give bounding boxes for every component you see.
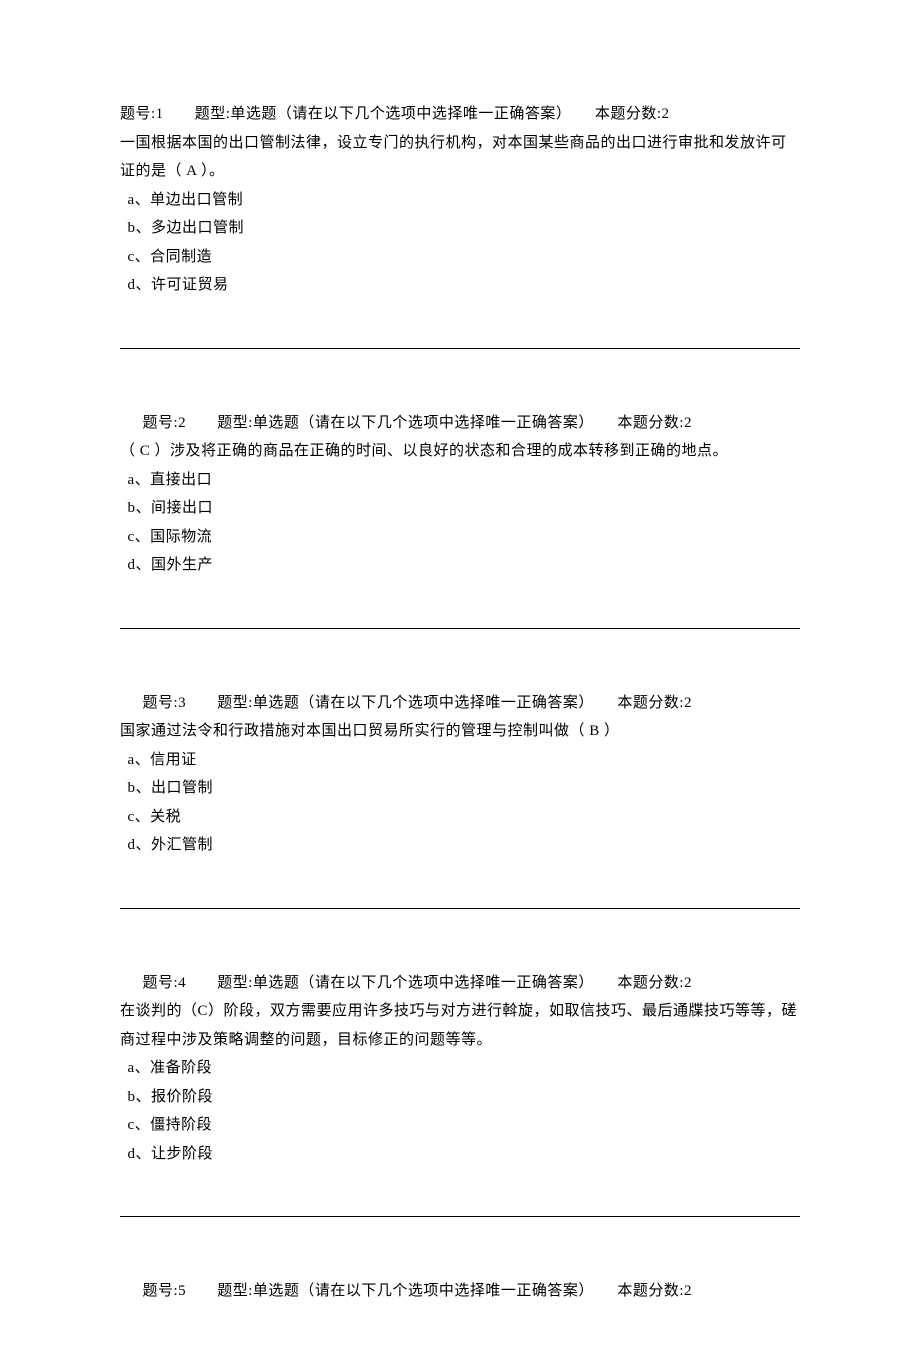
q4-option-b: b、报价阶段 xyxy=(120,1083,800,1112)
q3-score: 本题分数:2 xyxy=(617,695,692,711)
q2-header: 题号:2 题型:单选题（请在以下几个选项中选择唯一正确答案） 本题分数:2 xyxy=(120,409,800,438)
q3-options: a、信用证 b、出口管制 c、关税 d、外汇管制 xyxy=(120,746,800,860)
q3-option-b: b、出口管制 xyxy=(120,774,800,803)
q2-number: 题号:2 xyxy=(143,415,187,431)
q2-stem: （ C ）涉及将正确的商品在正确的时间、以良好的状态和合理的成本转移到正确的地点… xyxy=(120,437,800,466)
q3-option-a: a、信用证 xyxy=(120,746,800,775)
q2-option-b: b、间接出口 xyxy=(120,494,800,523)
q4-score: 本题分数:2 xyxy=(617,975,692,991)
q2-options: a、直接出口 b、间接出口 c、国际物流 d、国外生产 xyxy=(120,466,800,580)
question-3: 题号:3 题型:单选题（请在以下几个选项中选择唯一正确答案） 本题分数:2 国家… xyxy=(120,689,800,860)
q1-score: 本题分数:2 xyxy=(595,106,670,122)
q1-number: 题号:1 xyxy=(120,106,164,122)
q1-option-a: a、单边出口管制 xyxy=(120,186,800,215)
q4-type: 题型:单选题（请在以下几个选项中选择唯一正确答案） xyxy=(217,975,586,991)
q4-stem: 在谈判的（C）阶段，双方需要应用许多技巧与对方进行斡旋，如取信技巧、最后通牒技巧… xyxy=(120,997,800,1054)
q5-header: 题号:5 题型:单选题（请在以下几个选项中选择唯一正确答案） 本题分数:2 xyxy=(120,1277,800,1306)
q1-option-c: c、合同制造 xyxy=(120,243,800,272)
q2-option-c: c、国际物流 xyxy=(120,523,800,552)
q1-option-b: b、多边出口管制 xyxy=(120,214,800,243)
divider-3 xyxy=(120,908,800,909)
q3-option-c: c、关税 xyxy=(120,803,800,832)
q2-option-a: a、直接出口 xyxy=(120,466,800,495)
q2-score: 本题分数:2 xyxy=(617,415,692,431)
q1-stem: 一国根据本国的出口管制法律，设立专门的执行机构，对本国某些商品的出口进行审批和发… xyxy=(120,129,800,186)
q1-options: a、单边出口管制 b、多边出口管制 c、合同制造 d、许可证贸易 xyxy=(120,186,800,300)
divider-1 xyxy=(120,348,800,349)
q3-header: 题号:3 题型:单选题（请在以下几个选项中选择唯一正确答案） 本题分数:2 xyxy=(120,689,800,718)
q5-type: 题型:单选题（请在以下几个选项中选择唯一正确答案） xyxy=(217,1283,586,1299)
q4-options: a、准备阶段 b、报价阶段 c、僵持阶段 d、让步阶段 xyxy=(120,1054,800,1168)
divider-2 xyxy=(120,628,800,629)
q5-number: 题号:5 xyxy=(143,1283,187,1299)
q3-stem: 国家通过法令和行政措施对本国出口贸易所实行的管理与控制叫做（ B ） xyxy=(120,717,800,746)
q3-type: 题型:单选题（请在以下几个选项中选择唯一正确答案） xyxy=(217,695,586,711)
q3-option-d: d、外汇管制 xyxy=(120,831,800,860)
question-4: 题号:4 题型:单选题（请在以下几个选项中选择唯一正确答案） 本题分数:2 在谈… xyxy=(120,969,800,1169)
q5-score: 本题分数:2 xyxy=(617,1283,692,1299)
q1-type: 题型:单选题（请在以下几个选项中选择唯一正确答案） xyxy=(195,106,564,122)
q1-header: 题号:1 题型:单选题（请在以下几个选项中选择唯一正确答案） 本题分数:2 xyxy=(120,100,800,129)
q3-number: 题号:3 xyxy=(143,695,187,711)
q2-type: 题型:单选题（请在以下几个选项中选择唯一正确答案） xyxy=(217,415,586,431)
question-2: 题号:2 题型:单选题（请在以下几个选项中选择唯一正确答案） 本题分数:2 （ … xyxy=(120,409,800,580)
q4-option-c: c、僵持阶段 xyxy=(120,1111,800,1140)
q2-option-d: d、国外生产 xyxy=(120,551,800,580)
q1-option-d: d、许可证贸易 xyxy=(120,271,800,300)
q4-number: 题号:4 xyxy=(143,975,187,991)
q4-header: 题号:4 题型:单选题（请在以下几个选项中选择唯一正确答案） 本题分数:2 xyxy=(120,969,800,998)
divider-4 xyxy=(120,1216,800,1217)
question-1: 题号:1 题型:单选题（请在以下几个选项中选择唯一正确答案） 本题分数:2 一国… xyxy=(120,100,800,300)
q4-option-a: a、准备阶段 xyxy=(120,1054,800,1083)
q4-option-d: d、让步阶段 xyxy=(120,1140,800,1169)
question-5: 题号:5 题型:单选题（请在以下几个选项中选择唯一正确答案） 本题分数:2 xyxy=(120,1277,800,1306)
